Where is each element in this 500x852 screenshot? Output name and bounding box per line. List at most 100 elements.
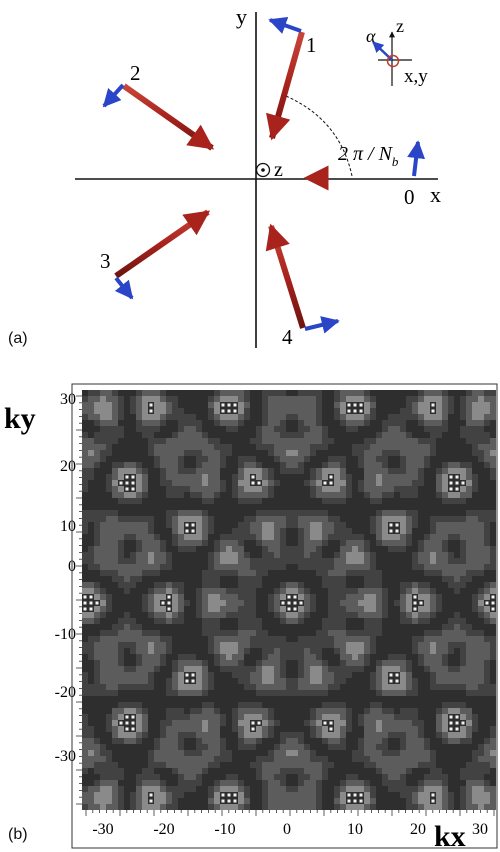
pattern-cell xyxy=(142,540,148,546)
pattern-cell xyxy=(220,450,226,456)
pattern-cell xyxy=(400,756,406,762)
pattern-cell xyxy=(88,642,94,648)
pattern-cell xyxy=(280,546,286,552)
pattern-cell xyxy=(244,714,250,720)
pattern-cell xyxy=(190,750,196,756)
pattern-cell xyxy=(359,403,363,407)
pattern-cell xyxy=(400,720,406,726)
pattern-cell xyxy=(412,642,418,648)
pattern-cell xyxy=(172,414,178,420)
pattern-cell xyxy=(88,738,94,744)
pattern-cell xyxy=(148,684,154,690)
pattern-cell xyxy=(256,486,262,492)
pattern-cell xyxy=(221,799,225,803)
pattern-cell xyxy=(82,732,88,738)
pattern-cell xyxy=(364,402,370,408)
pattern-cell xyxy=(436,606,442,612)
pattern-cell xyxy=(484,420,490,426)
pattern-cell xyxy=(370,738,376,744)
pattern-cell xyxy=(208,522,214,528)
pattern-cell xyxy=(238,414,244,420)
pattern-cell xyxy=(106,648,112,654)
pattern-cell xyxy=(82,612,88,618)
pattern-cell xyxy=(442,678,448,684)
pattern-cell xyxy=(232,660,238,666)
pattern-cell xyxy=(400,486,406,492)
pattern-cell xyxy=(310,438,316,444)
pattern-cell xyxy=(316,690,322,696)
pattern-cell xyxy=(490,798,496,804)
pattern-cell xyxy=(310,642,316,648)
pattern-cell xyxy=(88,438,94,444)
pattern-cell xyxy=(208,762,214,768)
pattern-cell xyxy=(484,402,490,408)
pattern-cell xyxy=(232,426,238,432)
pattern-cell xyxy=(250,438,256,444)
pattern-cell xyxy=(196,468,202,474)
pattern-cell xyxy=(418,414,424,420)
pattern-cell xyxy=(316,432,322,438)
pattern-cell xyxy=(268,780,274,786)
pattern-cell xyxy=(220,444,226,450)
pattern-cell xyxy=(268,600,274,606)
pattern-cell xyxy=(424,534,430,540)
pattern-cell xyxy=(304,408,310,414)
pattern-cell xyxy=(490,546,496,552)
pattern-cell xyxy=(394,666,400,672)
pattern-cell xyxy=(484,432,490,438)
pattern-cell xyxy=(304,414,310,420)
pattern-cell xyxy=(286,804,292,810)
pattern-cell xyxy=(220,750,226,756)
pattern-cell xyxy=(106,780,112,786)
pattern-cell xyxy=(190,756,196,762)
pattern-cell xyxy=(466,708,472,714)
pattern-cell xyxy=(466,780,472,786)
pattern-cell xyxy=(244,408,250,414)
pattern-cell xyxy=(316,648,322,654)
pattern-cell xyxy=(142,636,148,642)
pattern-cell xyxy=(226,648,232,654)
pattern-cell xyxy=(154,756,160,762)
pattern-cell xyxy=(244,792,250,798)
pattern-cell xyxy=(166,474,172,480)
pattern-cell xyxy=(232,390,238,396)
pattern-cell xyxy=(484,414,490,420)
pattern-cell xyxy=(478,426,484,432)
pattern-cell xyxy=(394,546,400,552)
pattern-cell xyxy=(466,738,472,744)
pattern-cell xyxy=(388,660,394,666)
pattern-cell xyxy=(256,570,262,576)
pattern-cell xyxy=(370,492,376,498)
pattern-cell xyxy=(334,738,340,744)
pattern-cell xyxy=(250,564,256,570)
pattern-cell xyxy=(370,396,376,402)
pattern-cell xyxy=(256,738,262,744)
pattern-cell xyxy=(142,528,148,534)
pattern-cell xyxy=(214,744,220,750)
pattern-cell xyxy=(388,546,394,552)
pattern-cell xyxy=(214,804,220,810)
pattern-cell xyxy=(472,672,478,678)
pattern-cell xyxy=(413,595,417,599)
pattern-cell xyxy=(238,744,244,750)
pattern-cell xyxy=(221,793,225,797)
pattern-cell xyxy=(484,648,490,654)
pattern-cell xyxy=(310,756,316,762)
pattern-cell xyxy=(454,678,460,684)
pattern-cell xyxy=(484,804,490,810)
pattern-cell xyxy=(400,750,406,756)
pattern-cell xyxy=(424,594,430,600)
pattern-cell xyxy=(389,529,393,533)
pattern-cell xyxy=(166,804,172,810)
pattern-cell xyxy=(442,564,448,570)
pattern-cell xyxy=(142,492,148,498)
pattern-cell xyxy=(388,492,394,498)
pattern-cell xyxy=(340,678,346,684)
pattern-cell xyxy=(490,618,496,624)
pattern-cell xyxy=(394,660,400,666)
pattern-cell xyxy=(334,564,340,570)
pattern-cell xyxy=(370,678,376,684)
pattern-cell xyxy=(94,678,100,684)
pattern-cell xyxy=(112,390,118,396)
pattern-cell xyxy=(196,684,202,690)
